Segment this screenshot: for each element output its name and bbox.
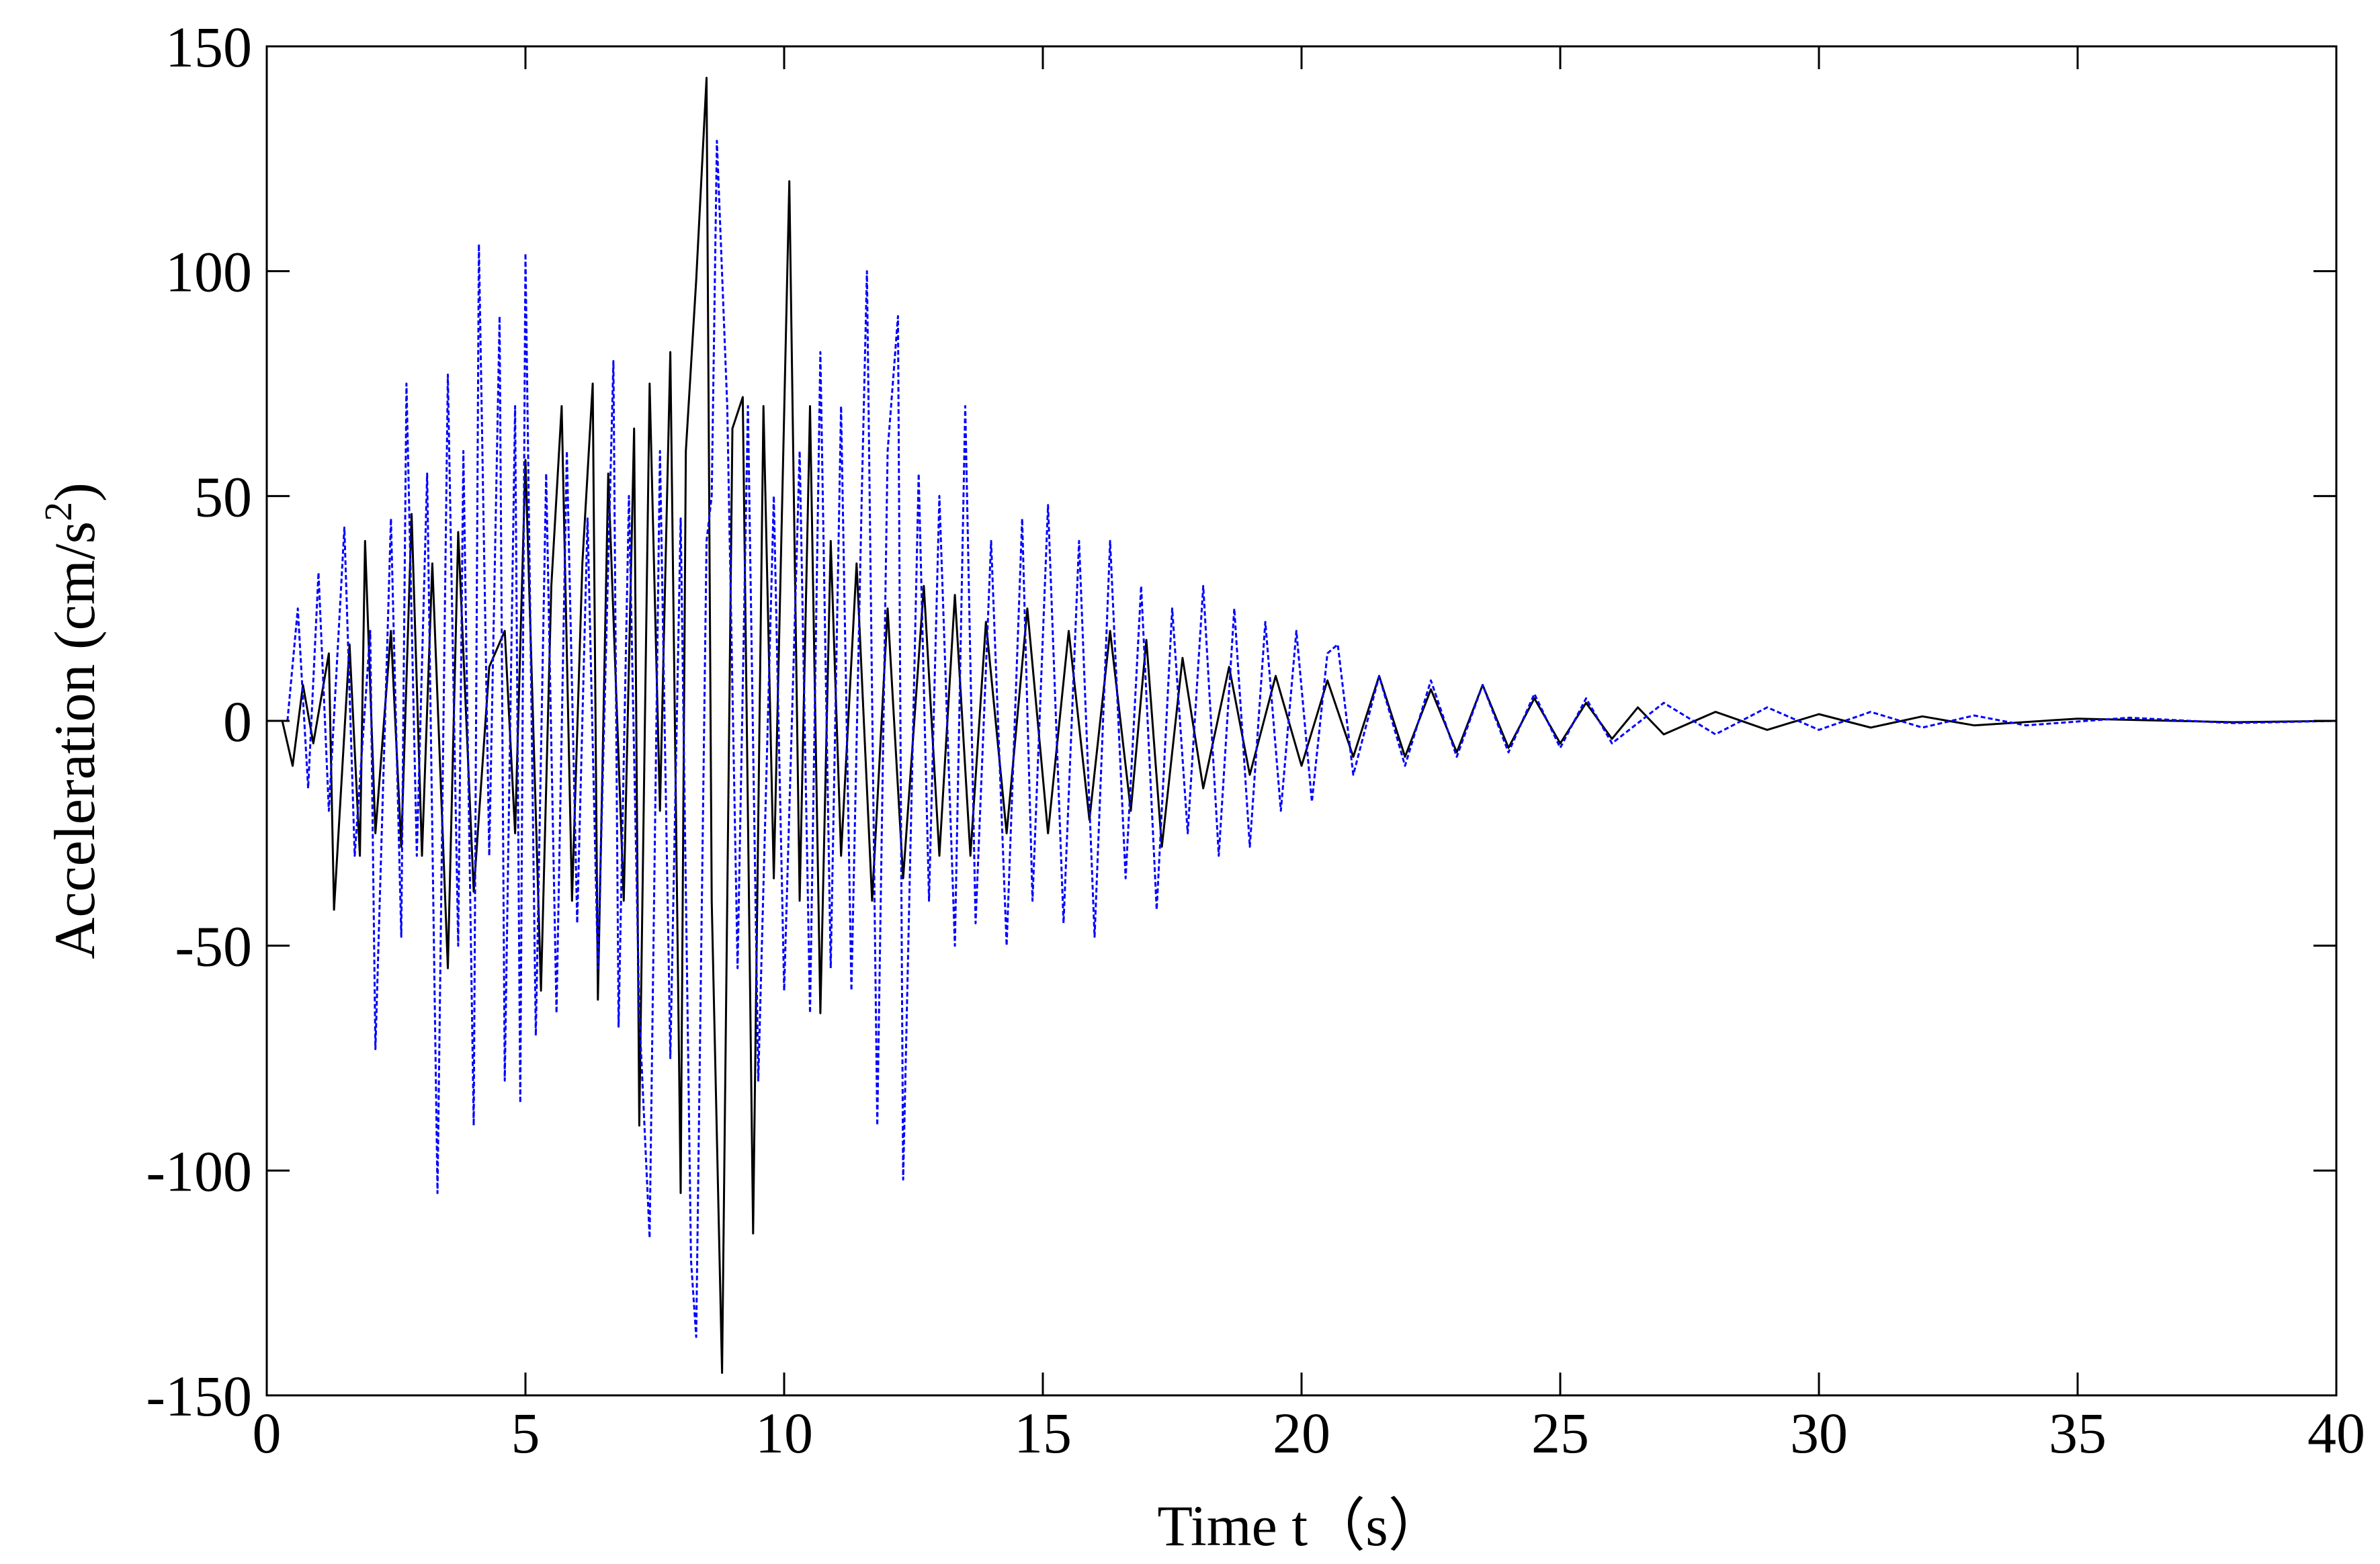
x-tick-label: 10 xyxy=(755,1401,813,1465)
tick-layer xyxy=(265,45,2338,1397)
series-layer xyxy=(281,77,2337,1374)
x-tick-label: 30 xyxy=(1790,1401,1848,1465)
y-tick-label: -100 xyxy=(146,1139,252,1203)
x-tick-label: 0 xyxy=(253,1401,282,1465)
x-tick-label: 15 xyxy=(1014,1401,1072,1465)
x-tick-label: 40 xyxy=(2307,1401,2365,1465)
y-axis-title-superscript: 2 xyxy=(36,502,80,521)
series-line xyxy=(286,140,2337,1338)
tick-label-layer: 0 5 10 15 20 25 30 35 40 -150 -100 -50 0 50 100 150 xyxy=(146,15,2365,1465)
y-tick-label: 100 xyxy=(165,240,252,304)
y-axis-title: Acceleration (cm/s2) xyxy=(36,482,107,959)
y-axis-title-main: Acceleration (cm/s xyxy=(42,521,107,959)
y-axis-title-close: ) xyxy=(42,482,107,502)
x-tick-label: 35 xyxy=(2049,1401,2107,1465)
series-2 xyxy=(286,140,2337,1338)
x-tick-label: 5 xyxy=(511,1401,540,1465)
y-tick-label: 150 xyxy=(165,15,252,79)
y-tick-label: -150 xyxy=(146,1364,252,1428)
y-tick-label: 0 xyxy=(223,689,252,754)
x-axis-title: Time t（s） xyxy=(1157,1493,1445,1558)
x-tick-label: 20 xyxy=(1273,1401,1330,1465)
y-tick-label: 50 xyxy=(194,464,252,529)
y-tick-label: -50 xyxy=(175,914,252,979)
x-tick-label: 25 xyxy=(1531,1401,1589,1465)
